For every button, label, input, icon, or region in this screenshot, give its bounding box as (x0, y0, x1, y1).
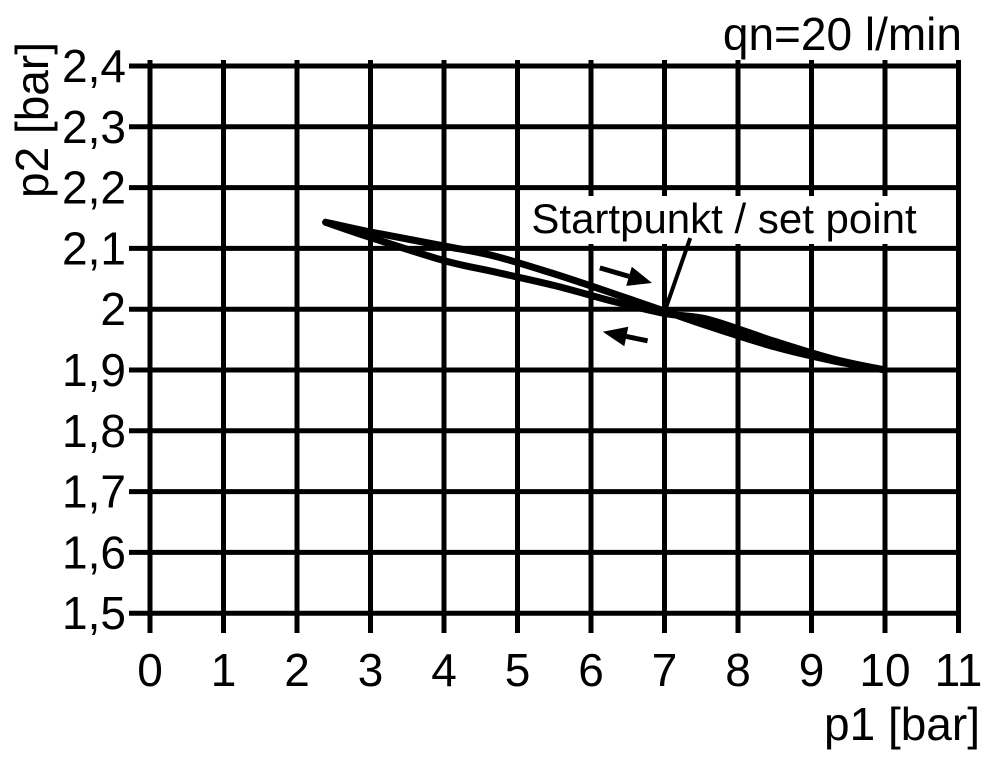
direction-arrow-left-shaft (625, 334, 649, 344)
y-tick-label: 2,4 (62, 40, 126, 92)
setpoint-leader-line (663, 237, 693, 311)
y-tick-label: 1,7 (62, 466, 126, 518)
y-tick-label: 1,9 (62, 344, 126, 396)
x-tick-label: 0 (137, 644, 163, 696)
hysteresis-branch-a-curve (322, 218, 889, 374)
y-tick-label: 2 (100, 283, 126, 335)
x-tick-label: 9 (799, 644, 825, 696)
tick-layer: 0 1 2 3 4 5 6 7 8 9 10 112,42,32,22,121,91,81,71,61… (62, 40, 982, 696)
x-tick-label: 10 (859, 644, 910, 696)
x-tick-label: 3 (358, 644, 384, 696)
x-tick-label: 2 (284, 644, 310, 696)
y-tick-label: 2,2 (62, 162, 126, 214)
y-tick-label: 2,1 (62, 222, 126, 274)
x-tick-label: 6 (578, 644, 604, 696)
x-tick-label: 4 (431, 644, 457, 696)
direction-arrow-left-head (602, 326, 629, 347)
setpoint-annotation-label: Startpunkt / set point (531, 195, 917, 242)
x-tick-label: 1 (211, 644, 237, 696)
direction-arrow-right-shaft (599, 265, 630, 279)
grid-layer (129, 60, 961, 633)
x-tick-label: 5 (505, 644, 531, 696)
x-tick-label: 11 (935, 644, 983, 696)
y-axis-title: p2 [bar] (6, 42, 58, 198)
y-tick-label: 1,6 (62, 526, 126, 578)
y-tick-label: 1,5 (62, 587, 126, 639)
y-tick-label: 1,8 (62, 405, 126, 457)
flow-rate-label: qn=20 l/min (723, 8, 962, 60)
x-axis-title: p1 [bar] (824, 698, 980, 750)
x-tick-label: 8 (725, 644, 751, 696)
x-tick-label: 7 (652, 644, 678, 696)
curve-layer (322, 218, 889, 374)
y-tick-label: 2,3 (62, 101, 126, 153)
setpoint-label-background (534, 196, 915, 244)
direction-arrow-right-head (626, 266, 653, 286)
hysteresis-branch-b-curve (322, 218, 889, 374)
